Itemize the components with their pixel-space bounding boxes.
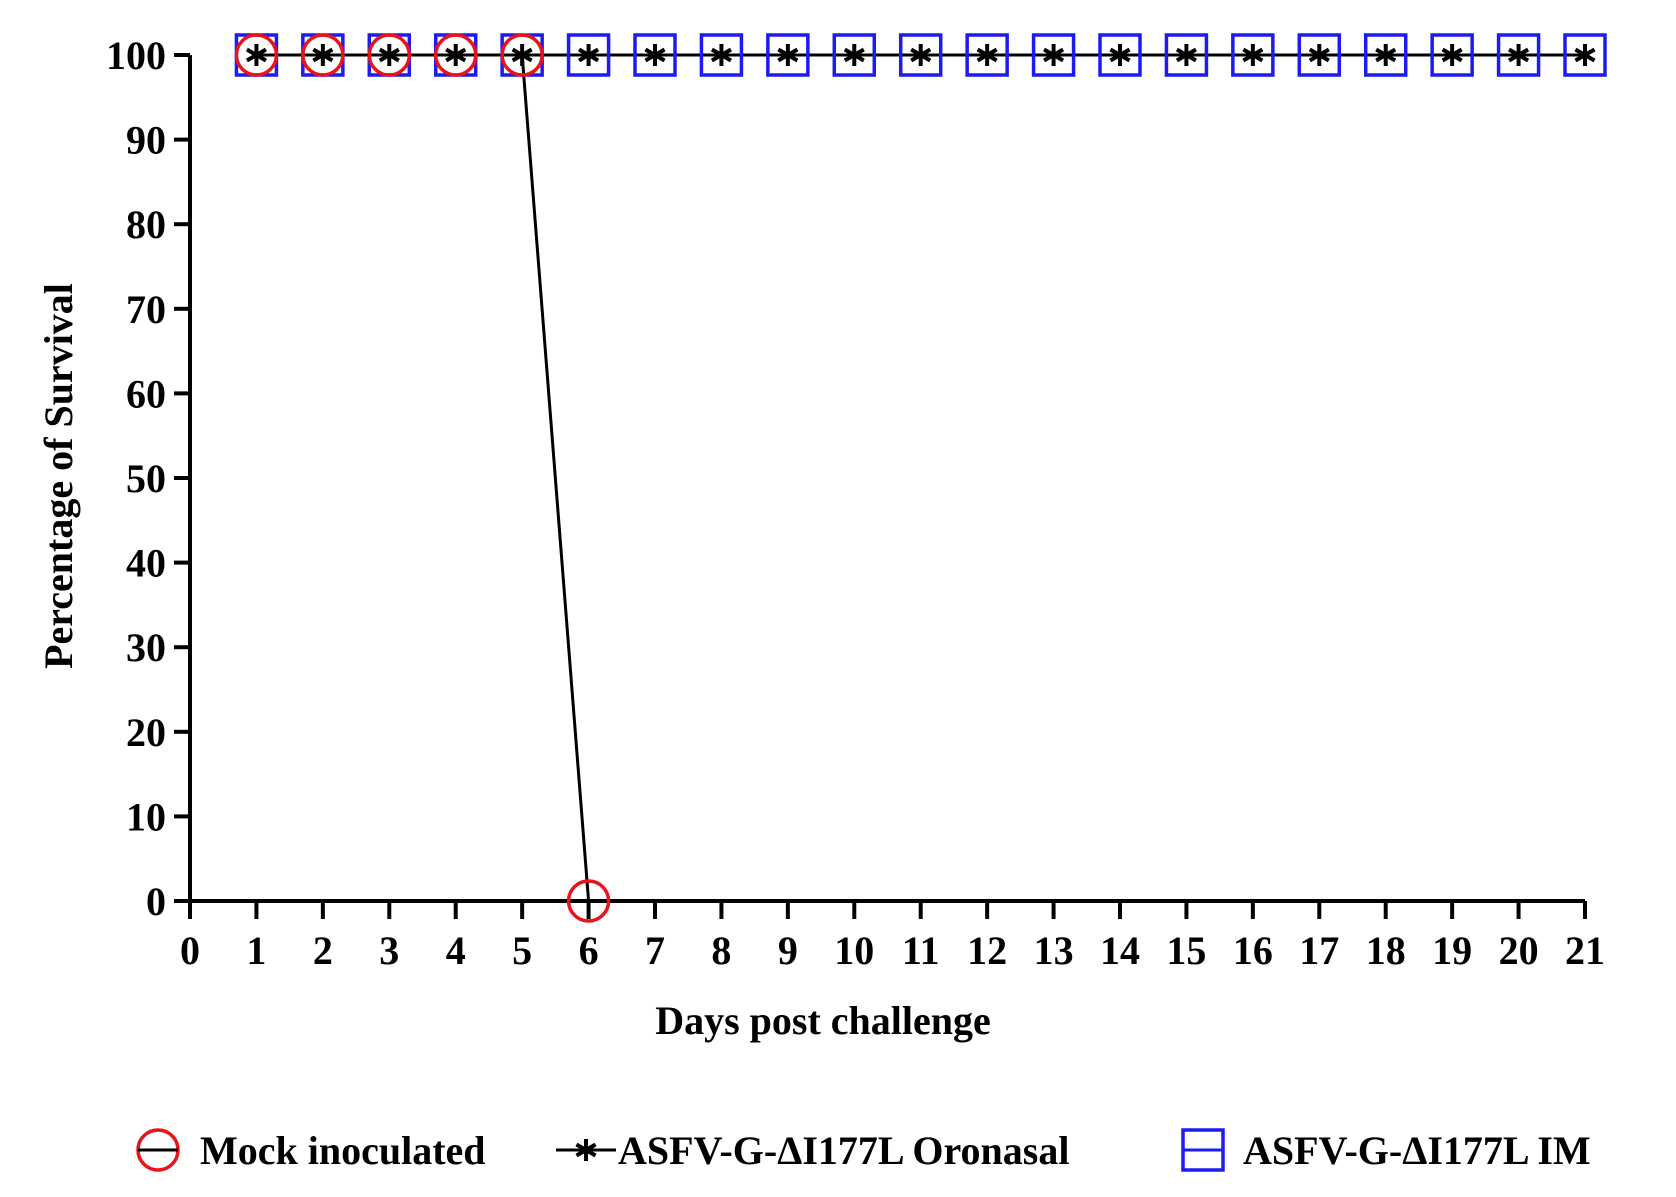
data-point-series-1 xyxy=(843,44,865,66)
legend-marker xyxy=(575,1139,597,1161)
x-tick-label: 5 xyxy=(512,928,532,973)
data-point-series-0 xyxy=(367,33,412,77)
legend-label: ASFV-G-ΔI177L Oronasal xyxy=(618,1128,1069,1173)
data-point-series-1 xyxy=(378,44,400,66)
y-tick-label: 90 xyxy=(126,118,166,163)
x-tick-label: 1 xyxy=(246,928,266,973)
y-tick-label: 100 xyxy=(106,33,166,78)
data-point-series-1 xyxy=(445,44,467,66)
legend: Mock inoculated ASFV-G-ΔI177L Oronasal ASF… xyxy=(136,1128,1591,1173)
data-point-series-2 xyxy=(1363,33,1408,77)
x-tick-label: 14 xyxy=(1100,928,1140,973)
legend-label: ASFV-G-ΔI177L IM xyxy=(1243,1128,1591,1173)
x-tick-label: 18 xyxy=(1366,928,1406,973)
data-point-series-2 xyxy=(1031,33,1076,77)
x-tick-label: 7 xyxy=(645,928,665,973)
data-point-series-1 xyxy=(1574,44,1596,66)
data-point-series-0 xyxy=(433,33,478,77)
y-tick-label: 30 xyxy=(126,625,166,670)
x-tick-label: 2 xyxy=(313,928,333,973)
x-tick-label: 9 xyxy=(778,928,798,973)
y-tick-label: 10 xyxy=(126,794,166,839)
data-point-series-2 xyxy=(898,33,943,77)
data-point-series-1 xyxy=(976,44,998,66)
legend-item-0: Mock inoculated xyxy=(136,1128,486,1173)
data-point-series-2 xyxy=(1430,33,1474,77)
x-tick-label: 20 xyxy=(1499,928,1539,973)
data-point-series-1 xyxy=(1043,44,1065,66)
data-point-series-1 xyxy=(1175,44,1197,66)
data-point-series-1 xyxy=(1109,44,1131,66)
legend-label: Mock inoculated xyxy=(200,1128,486,1173)
data-point-series-1 xyxy=(578,44,600,66)
data-point-series-1 xyxy=(777,44,799,66)
data-markers xyxy=(234,33,1607,923)
data-point-series-2 xyxy=(832,33,877,77)
x-tick-label: 16 xyxy=(1233,928,1273,973)
y-tick-label: 70 xyxy=(126,287,166,332)
x-tick-label: 10 xyxy=(834,928,874,973)
y-tick-label: 40 xyxy=(126,541,166,586)
data-point-series-2 xyxy=(699,33,744,77)
y-axis-title: Percentage of Survival xyxy=(36,283,81,669)
data-point-series-2 xyxy=(1231,33,1275,77)
data-point-series-2 xyxy=(1297,33,1342,77)
data-point-series-2 xyxy=(1496,33,1541,77)
x-tick-label: 21 xyxy=(1565,928,1605,973)
data-point-series-0 xyxy=(301,33,345,77)
x-tick-label: 13 xyxy=(1034,928,1074,973)
legend-item-1: ASFV-G-ΔI177L Oronasal xyxy=(556,1128,1069,1173)
x-axis-title: Days post challenge xyxy=(655,998,991,1043)
x-tick-label: 8 xyxy=(711,928,731,973)
y-tick-label: 20 xyxy=(126,710,166,755)
data-point-series-0 xyxy=(234,33,279,77)
data-point-series-0 xyxy=(500,33,544,77)
data-point-series-2 xyxy=(566,33,611,77)
data-point-series-2 xyxy=(1563,33,1607,77)
x-tick-label: 0 xyxy=(180,928,200,973)
data-point-series-1 xyxy=(312,44,334,66)
data-point-series-1 xyxy=(644,44,666,66)
x-tick-label: 15 xyxy=(1166,928,1206,973)
data-point-series-0 xyxy=(566,879,611,923)
x-tick-label: 19 xyxy=(1432,928,1472,973)
x-tick-label: 17 xyxy=(1299,928,1339,973)
data-point-series-1 xyxy=(1308,44,1330,66)
data-point-series-1 xyxy=(245,44,267,66)
x-tick-label: 3 xyxy=(379,928,399,973)
x-tick-label: 11 xyxy=(902,928,940,973)
data-point-series-2 xyxy=(1098,33,1142,77)
y-tick-label: 50 xyxy=(126,456,166,501)
y-tick-label: 0 xyxy=(146,879,166,924)
y-tick-label: 80 xyxy=(126,202,166,247)
y-tick-label: 60 xyxy=(126,371,166,416)
data-point-series-1 xyxy=(910,44,932,66)
x-tick-label: 6 xyxy=(579,928,599,973)
series-line-0 xyxy=(256,53,591,902)
data-point-series-2 xyxy=(965,33,1009,77)
data-point-series-2 xyxy=(766,33,810,77)
data-point-series-2 xyxy=(633,33,677,77)
data-point-series-1 xyxy=(710,44,732,66)
data-point-series-1 xyxy=(1441,44,1463,66)
x-tick-label: 4 xyxy=(446,928,466,973)
legend-item-2: ASFV-G-ΔI177L IM xyxy=(1181,1128,1591,1173)
data-point-series-1 xyxy=(1375,44,1397,66)
series-lines xyxy=(256,53,1585,902)
data-point-series-1 xyxy=(511,44,533,66)
data-point-series-1 xyxy=(1242,44,1264,66)
x-tick-label: 12 xyxy=(967,928,1007,973)
data-point-series-1 xyxy=(1508,44,1530,66)
data-point-series-2 xyxy=(1164,33,1209,77)
